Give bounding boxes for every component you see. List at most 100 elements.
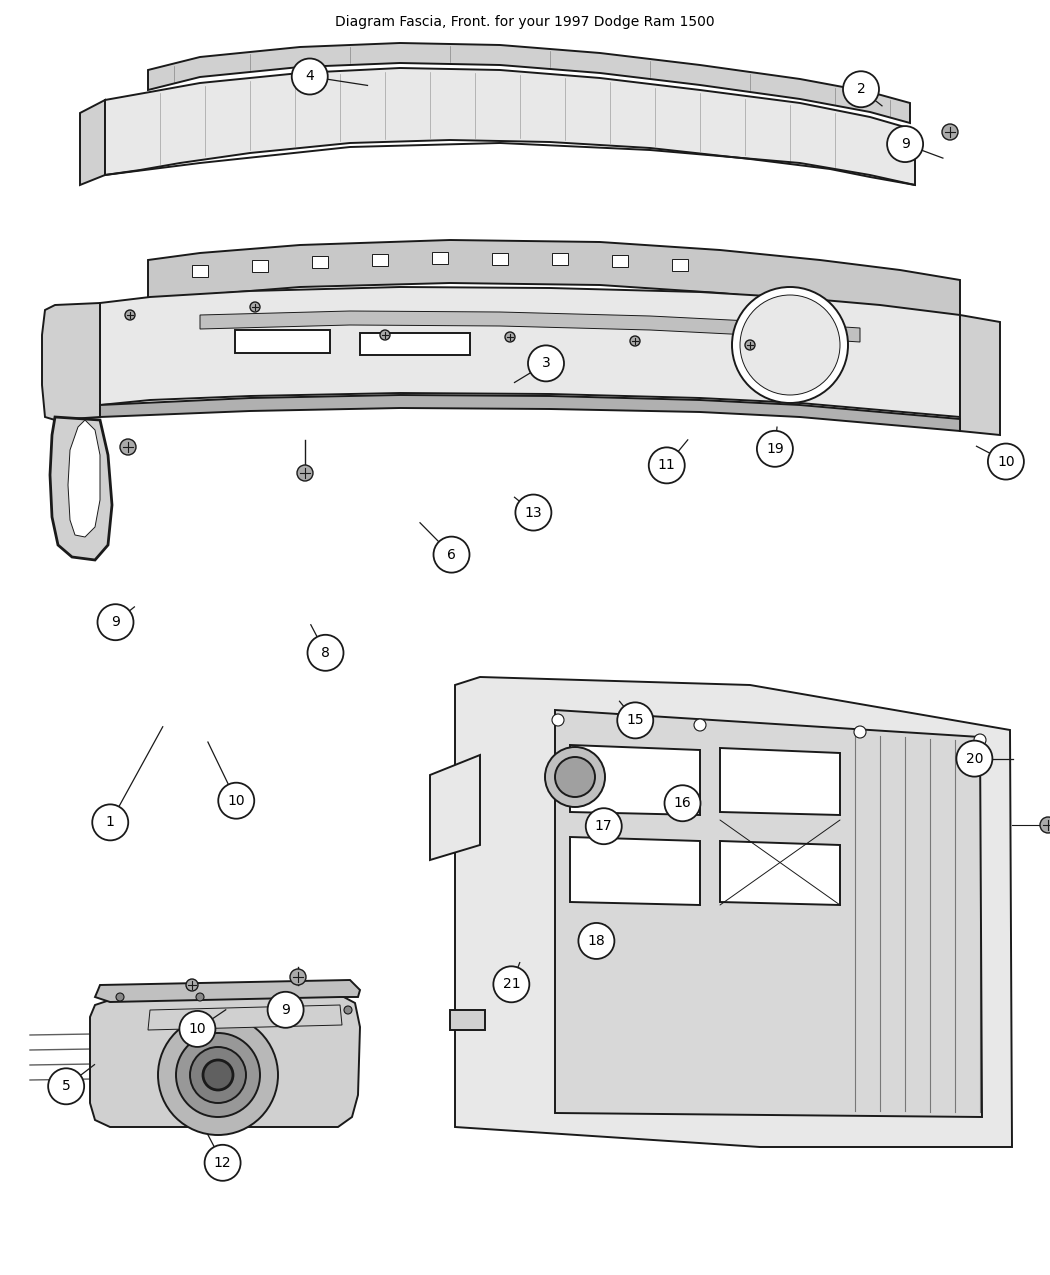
Circle shape — [186, 979, 198, 991]
Circle shape — [505, 332, 514, 342]
Polygon shape — [570, 836, 700, 905]
Circle shape — [120, 439, 136, 455]
Polygon shape — [80, 99, 105, 185]
Text: 8: 8 — [321, 646, 330, 659]
Polygon shape — [455, 677, 1012, 1148]
Polygon shape — [492, 252, 508, 265]
Circle shape — [434, 537, 469, 572]
Text: 10: 10 — [228, 794, 245, 807]
Polygon shape — [432, 252, 448, 264]
Circle shape — [190, 1047, 246, 1103]
Circle shape — [494, 966, 529, 1002]
Circle shape — [292, 59, 328, 94]
Text: 13: 13 — [525, 506, 542, 519]
Circle shape — [957, 741, 992, 776]
Circle shape — [1040, 817, 1050, 833]
Text: 16: 16 — [674, 797, 691, 810]
Polygon shape — [148, 240, 960, 323]
Circle shape — [974, 734, 986, 746]
Circle shape — [308, 635, 343, 671]
Circle shape — [205, 1145, 240, 1181]
Circle shape — [617, 703, 653, 738]
Circle shape — [552, 714, 564, 725]
Text: 20: 20 — [966, 752, 983, 765]
Text: 10: 10 — [189, 1023, 206, 1035]
Polygon shape — [94, 980, 360, 1002]
Circle shape — [649, 448, 685, 483]
Polygon shape — [960, 315, 1000, 435]
Circle shape — [268, 992, 303, 1028]
Circle shape — [579, 923, 614, 959]
Circle shape — [988, 444, 1024, 479]
Circle shape — [218, 783, 254, 819]
Circle shape — [665, 785, 700, 821]
Circle shape — [250, 302, 260, 312]
Polygon shape — [68, 419, 100, 537]
Polygon shape — [570, 745, 700, 815]
Polygon shape — [720, 748, 840, 815]
Polygon shape — [100, 395, 960, 431]
Text: 12: 12 — [214, 1156, 231, 1169]
Circle shape — [380, 330, 390, 340]
Polygon shape — [555, 710, 982, 1117]
Polygon shape — [100, 287, 960, 417]
Polygon shape — [720, 842, 840, 905]
Text: 21: 21 — [503, 978, 520, 991]
Text: 2: 2 — [857, 83, 865, 96]
Polygon shape — [672, 259, 688, 272]
Circle shape — [203, 1060, 233, 1090]
Circle shape — [545, 747, 605, 807]
Circle shape — [290, 969, 306, 986]
Circle shape — [746, 340, 755, 351]
Polygon shape — [450, 1010, 485, 1030]
Text: 10: 10 — [998, 455, 1014, 468]
Polygon shape — [312, 256, 328, 268]
Text: 1: 1 — [106, 816, 114, 829]
Polygon shape — [42, 303, 100, 419]
Polygon shape — [235, 330, 330, 353]
Text: 17: 17 — [595, 820, 612, 833]
Circle shape — [180, 1011, 215, 1047]
Circle shape — [942, 124, 958, 140]
Text: 4: 4 — [306, 70, 314, 83]
Text: 11: 11 — [658, 459, 675, 472]
Circle shape — [125, 310, 135, 320]
Polygon shape — [612, 255, 628, 268]
Text: 5: 5 — [62, 1080, 70, 1093]
Polygon shape — [192, 265, 208, 277]
Circle shape — [555, 757, 595, 797]
Circle shape — [158, 1015, 278, 1135]
Polygon shape — [372, 254, 388, 266]
Text: Diagram Fascia, Front. for your 1997 Dodge Ram 1500: Diagram Fascia, Front. for your 1997 Dod… — [335, 15, 715, 29]
Polygon shape — [252, 260, 268, 272]
Circle shape — [116, 993, 124, 1001]
Circle shape — [843, 71, 879, 107]
Circle shape — [48, 1068, 84, 1104]
Polygon shape — [50, 417, 112, 560]
Text: 3: 3 — [542, 357, 550, 370]
Polygon shape — [200, 311, 860, 342]
Circle shape — [694, 719, 706, 731]
Circle shape — [630, 337, 640, 346]
Polygon shape — [430, 755, 480, 861]
Polygon shape — [148, 1005, 342, 1030]
Circle shape — [344, 1006, 352, 1014]
Circle shape — [196, 993, 204, 1001]
Polygon shape — [90, 994, 360, 1127]
Circle shape — [757, 431, 793, 467]
Text: 19: 19 — [766, 442, 783, 455]
Circle shape — [516, 495, 551, 530]
Polygon shape — [105, 68, 915, 185]
Text: 15: 15 — [627, 714, 644, 727]
Circle shape — [176, 1033, 260, 1117]
Polygon shape — [148, 43, 910, 122]
Text: 9: 9 — [281, 1003, 290, 1016]
Polygon shape — [552, 254, 568, 265]
Text: 9: 9 — [111, 616, 120, 629]
Circle shape — [92, 805, 128, 840]
Circle shape — [528, 346, 564, 381]
Circle shape — [854, 725, 866, 738]
Polygon shape — [360, 333, 470, 354]
Circle shape — [276, 993, 284, 1001]
Circle shape — [98, 604, 133, 640]
